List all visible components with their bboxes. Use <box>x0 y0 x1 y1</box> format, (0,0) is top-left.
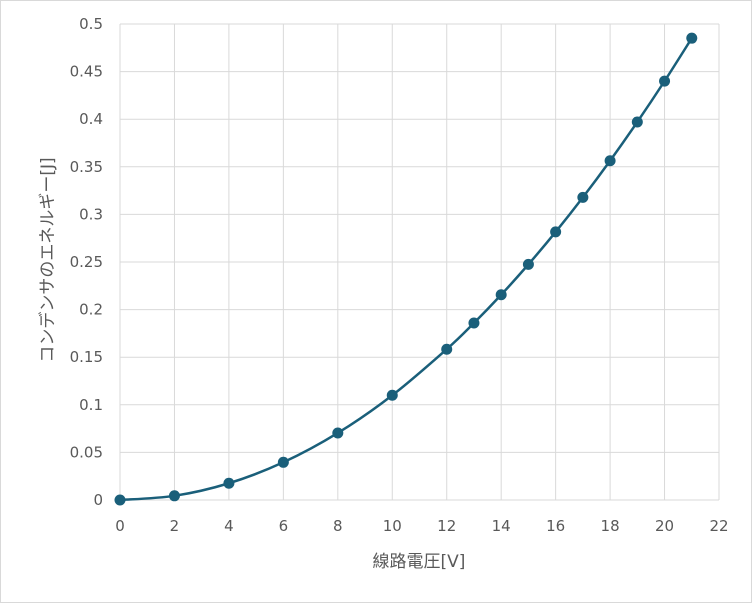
data-point <box>522 258 534 270</box>
data-point <box>332 427 344 439</box>
x-tick-label: 20 <box>655 517 674 535</box>
data-point <box>168 490 180 502</box>
data-point <box>550 226 562 238</box>
y-tick-label: 0.2 <box>79 301 103 319</box>
data-point <box>495 289 507 301</box>
y-tick-label: 0.05 <box>70 443 103 461</box>
x-tick-label: 12 <box>437 517 456 535</box>
data-point <box>577 191 589 203</box>
x-axis-title: 線路電圧[V] <box>373 552 466 572</box>
series-points <box>114 32 698 506</box>
x-tick-label: 10 <box>383 517 402 535</box>
y-gridlines <box>120 23 719 501</box>
data-point <box>686 32 698 44</box>
y-tick-label: 0.1 <box>79 396 103 414</box>
data-point <box>468 317 480 329</box>
x-tick-label: 8 <box>333 517 343 535</box>
y-tick-label: 0.5 <box>79 15 103 33</box>
x-tick-label: 16 <box>546 517 565 535</box>
x-tick-label: 0 <box>115 517 125 535</box>
data-point <box>386 389 398 401</box>
data-point <box>441 343 453 355</box>
data-point <box>223 477 235 489</box>
y-tick-label: 0.35 <box>70 158 103 176</box>
y-tick-label: 0.15 <box>70 348 103 366</box>
x-tick-label: 4 <box>224 517 234 535</box>
y-tick-labels: 0 0.05 0.1 0.15 0.2 0.25 0.3 0.35 0.4 0.45 0.5 <box>70 15 103 509</box>
y-tick-label: 0.4 <box>79 110 103 128</box>
series-line <box>119 37 693 502</box>
x-tick-label: 18 <box>601 517 620 535</box>
x-tick-label: 6 <box>279 517 289 535</box>
y-axis-title: コンデンサのエネルギー[J] <box>37 157 58 362</box>
x-tick-label: 14 <box>492 517 511 535</box>
data-point <box>659 75 671 87</box>
series-lines <box>119 37 693 502</box>
data-point <box>631 116 643 128</box>
x-tick-label: 2 <box>170 517 180 535</box>
data-point <box>114 494 126 506</box>
data-point <box>604 155 616 167</box>
x-tick-label: 22 <box>709 517 728 535</box>
x-tick-labels: 0 2 4 6 8 10 12 14 16 18 20 22 <box>115 517 728 535</box>
y-tick-label: 0.45 <box>70 63 103 81</box>
y-tick-label: 0 <box>93 491 103 509</box>
y-tick-label: 0.3 <box>79 205 103 223</box>
data-point <box>277 456 289 468</box>
y-tick-label: 0.25 <box>70 253 103 271</box>
